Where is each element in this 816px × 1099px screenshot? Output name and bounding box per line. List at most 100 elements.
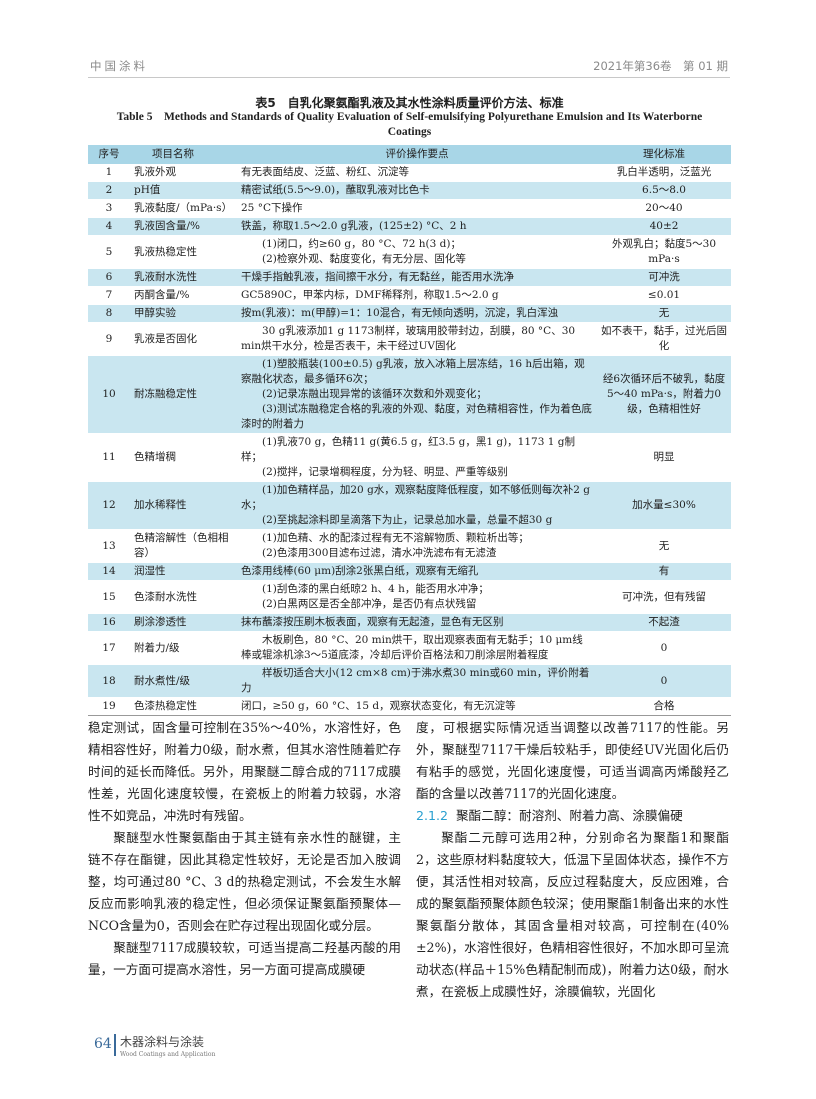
row-number: 18: [88, 664, 130, 698]
paragraph: 聚醚型7117成膜较软，可适当提高二羟基丙酸的用量，一方面可提高水溶性，另一方面…: [88, 940, 401, 977]
standard: 无: [658, 539, 670, 552]
standard: 合格: [653, 700, 675, 712]
table-caption-cn: 表5 自乳化聚氨酯乳液及其水性涂料质量评价方法、标准: [255, 96, 564, 110]
table-header-row: 序号 项目名称 评价操作要点 理化标准: [88, 145, 731, 164]
method-cell: 按m(乳液)：m(甲醇)=1：10混合，有无倾向透明，沉淀，乳白浑浊: [237, 304, 597, 323]
paragraph: 聚酯二元醇可选用2种，分别命名为聚酯1和聚酯2，这些原材料黏度较大，低温下呈固体…: [416, 830, 729, 999]
standard: 0: [597, 664, 731, 698]
method-cell: 样板切适合大小(12 cm×8 cm)于沸水煮30 min或60 min，评价附…: [237, 664, 597, 698]
body-right-column: 度，可根据实际情况适当调整以改善7117的性能。另外，聚醚型7117干燥后较粘手…: [416, 717, 729, 1003]
row-number: 1: [105, 166, 113, 178]
row-number: 13: [102, 539, 116, 552]
row-number: 3: [105, 202, 113, 214]
table-row: 11 色精增稠 (1)乳液70 g，色精11 g(黄6.5 g，红3.5 g，黑1 …: [88, 434, 731, 482]
item-name: 乳液是否固化: [134, 332, 197, 345]
method-line: 干燥手指触乳液，指间擦干水分，有无黏丝，能否用水洗净: [241, 271, 514, 283]
method-cell: (1)加色精样品，加20 g水，观察黏度降低程度，如不够低则每次补2 g水； (2…: [237, 481, 597, 530]
item-name: 甲醇实验: [130, 304, 237, 323]
method-cell: 抹布蘸漆按压刷木板表面，观察有无起渣，显色有无区别: [237, 613, 597, 632]
row-number: 11: [102, 451, 116, 463]
method-line: 精密试纸(5.5～9.0)，蘸取乳液对比色卡: [241, 184, 430, 196]
row-number: 8: [88, 304, 130, 323]
standard: 6.5～8.0: [597, 181, 731, 200]
item-name: 耐水煮性/级: [130, 664, 237, 698]
method-line: (1)加色精、水的配漆过程有无不溶解物质、颗粒析出等；: [262, 532, 529, 544]
method-cell: (1)乳液70 g，色精11 g(黄6.5 g，红3.5 g，黑1 g)，117…: [237, 434, 597, 482]
row-number: 7: [105, 289, 113, 301]
method-cell: 铁盖，称取1.5～2.0 g乳液，(125±2) °C、2 h: [237, 217, 597, 236]
method-cell: GC5890C，甲苯内标，DMF稀释剂，称取1.5～2.0 g: [237, 287, 597, 305]
col-header: 评价操作要点: [237, 145, 597, 164]
section-title: 聚酯二醇：耐溶剂、附着力高、涂膜偏硬: [456, 808, 683, 823]
method-line: 木板刷色，80 °C、20 min烘干，取出观察表面有无黏手；10 μm线棒或辊…: [241, 634, 583, 661]
method-cell: 干燥手指触乳液，指间擦干水分，有无黏丝，能否用水洗净: [237, 268, 597, 287]
method-line: 色漆用线棒(60 μm)刮涂2张黑白纸，观察有无缩孔: [241, 565, 479, 577]
method-line: 闭口，≥50 g，60 °C、15 d，观察状态变化，有无沉淀等: [241, 700, 516, 712]
item-name: 乳液固含量/%: [130, 217, 237, 236]
row-number: 6: [88, 268, 130, 287]
method-cell: (1)闭口，约≥60 g，80 °C、72 h(3 d)； (2)检察外观、黏度变…: [237, 236, 597, 269]
row-number: 16: [88, 613, 130, 632]
standard: 外观乳白；黏度5～30 mPa·s: [611, 238, 717, 265]
standard: 20～40: [645, 202, 683, 214]
method-cell: (1)刮色漆的黑白纸晾2 h、4 h，能否用水冲净； (2)白黑两区是否全部冲净，…: [237, 581, 597, 614]
method-line: (2)白黑两区是否全部冲净，是否仍有点状残留: [262, 598, 477, 610]
item-name: 乳液热稳定性: [134, 245, 197, 258]
row-number: 2: [88, 181, 130, 200]
table-row: 15 色漆耐水洗性 (1)刮色漆的黑白纸晾2 h、4 h，能否用水冲净； (2)白黑两…: [88, 581, 731, 614]
row-number: 5: [105, 245, 113, 258]
standard: 可冲洗: [597, 268, 731, 287]
method-cell: 闭口，≥50 g，60 °C、15 d，观察状态变化，有无沉淀等: [237, 698, 597, 716]
table-row: 5 乳液热稳定性 (1)闭口，约≥60 g，80 °C、72 h(3 d)； (2)检…: [88, 236, 731, 269]
table-row: 17 附着力/级 木板刷色，80 °C、20 min烘干，取出观察表面有无黏手；10…: [88, 632, 731, 665]
item-name: 润湿性: [130, 562, 237, 581]
method-cell: 有无表面结皮、泛蓝、粉红、沉淀等: [237, 164, 597, 182]
item-name: 乳液黏度/（mPa·s）: [134, 202, 233, 214]
quality-evaluation-table: 序号 项目名称 评价操作要点 理化标准 1 乳液外观 有无表面结皮、泛蓝、粉红、沉淀…: [88, 145, 731, 716]
standard: 明显: [653, 451, 675, 463]
method-line: GC5890C，甲苯内标，DMF稀释剂，称取1.5～2.0 g: [241, 289, 499, 301]
row-number: 10: [88, 355, 130, 434]
table-row: 6 乳液耐水洗性 干燥手指触乳液，指间擦干水分，有无黏丝，能否用水洗净 可冲洗: [88, 268, 731, 287]
col-header: 序号: [88, 145, 130, 164]
method-line: 30 g乳液添加1 g 1173制样，玻璃用胶带封边，刮膜，80 °C、30 m…: [241, 325, 576, 352]
method-line: (2)检察外观、黏度变化，有无分层、固化等: [262, 253, 466, 265]
standard: 不起渣: [597, 613, 731, 632]
standard: 有: [597, 562, 731, 581]
journal-name: 中国涂料: [90, 59, 148, 73]
method-cell: 25 °C下操作: [237, 200, 597, 218]
item-name: 加水稀释性: [130, 481, 237, 530]
table-row: 13 色精溶解性（色相相容） (1)加色精、水的配漆过程有无不溶解物质、颗粒析出等；…: [88, 530, 731, 563]
table-row: 4 乳液固含量/% 铁盖，称取1.5～2.0 g乳液，(125±2) °C、2 h 4…: [88, 217, 731, 236]
header-divider: [88, 77, 730, 78]
method-line: (2)搅拌，记录增稠程度，分为轻、明显、严重等级别: [262, 466, 508, 478]
table-row: 8 甲醇实验 按m(乳液)：m(甲醇)=1：10混合，有无倾向透明，沉淀，乳白浑浊 无: [88, 304, 731, 323]
method-cell: 木板刷色，80 °C、20 min烘干，取出观察表面有无黏手；10 μm线棒或辊…: [237, 632, 597, 665]
method-line: (3)测试冻融稳定合格的乳液的外观、黏度，对色精相容性，作为着色底漆时的附着力: [241, 403, 592, 430]
page-number: 64: [94, 1036, 112, 1052]
item-name: 丙酮含量/%: [134, 289, 190, 301]
method-line: 抹布蘸漆按压刷木板表面，观察有无起渣，显色有无区别: [241, 616, 504, 628]
method-line: (1)闭口，约≥60 g，80 °C、72 h(3 d)；: [262, 238, 461, 250]
method-line: 有无表面结皮、泛蓝、粉红、沉淀等: [241, 166, 409, 178]
table-row: 2 pH值 精密试纸(5.5～9.0)，蘸取乳液对比色卡 6.5～8.0: [88, 181, 731, 200]
standard: 乳白半透明，泛蓝光: [616, 166, 712, 178]
method-cell: (1)加色精、水的配漆过程有无不溶解物质、颗粒析出等； (2)色漆用300目滤布过…: [237, 530, 597, 563]
item-name: 乳液耐水洗性: [130, 268, 237, 287]
method-line: (2)色漆用300目滤布过滤，清水冲洗滤布有无滤渣: [262, 547, 497, 559]
row-number: 17: [102, 641, 116, 654]
table-row: 3 乳液黏度/（mPa·s） 25 °C下操作 20～40: [88, 200, 731, 218]
item-name: 色漆耐水洗性: [134, 590, 197, 603]
table-row: 18 耐水煮性/级 样板切适合大小(12 cm×8 cm)于沸水煮30 min或60…: [88, 664, 731, 698]
method-line: (1)塑胶瓶装(100±0.5) g乳液，放入冰箱上层冻结，16 h后出箱，观察…: [241, 358, 585, 385]
section-heading: 2.1.2 聚酯二醇：耐溶剂、附着力高、涂膜偏硬: [416, 805, 729, 827]
item-name: 色精增稠: [134, 451, 176, 463]
body-left-column: 稳定测试，固含量可控制在35%～40%，水溶性好，色精相容性好，附着力0级，耐水…: [88, 717, 401, 981]
table-row: 10 耐冻融稳定性 (1)塑胶瓶装(100±0.5) g乳液，放入冰箱上层冻结，16…: [88, 355, 731, 434]
item-name: 刷涂渗透性: [130, 613, 237, 632]
item-name: 色精溶解性（色相相容）: [134, 532, 229, 559]
row-number: 19: [102, 700, 116, 712]
standard: 经6次循环后不破乳，黏度5～40 mPa·s，附着力0级，色精相性好: [597, 355, 731, 434]
method-cell: 精密试纸(5.5～9.0)，蘸取乳液对比色卡: [237, 181, 597, 200]
issue-info: 2021年第36卷 第 01 期: [593, 59, 728, 73]
